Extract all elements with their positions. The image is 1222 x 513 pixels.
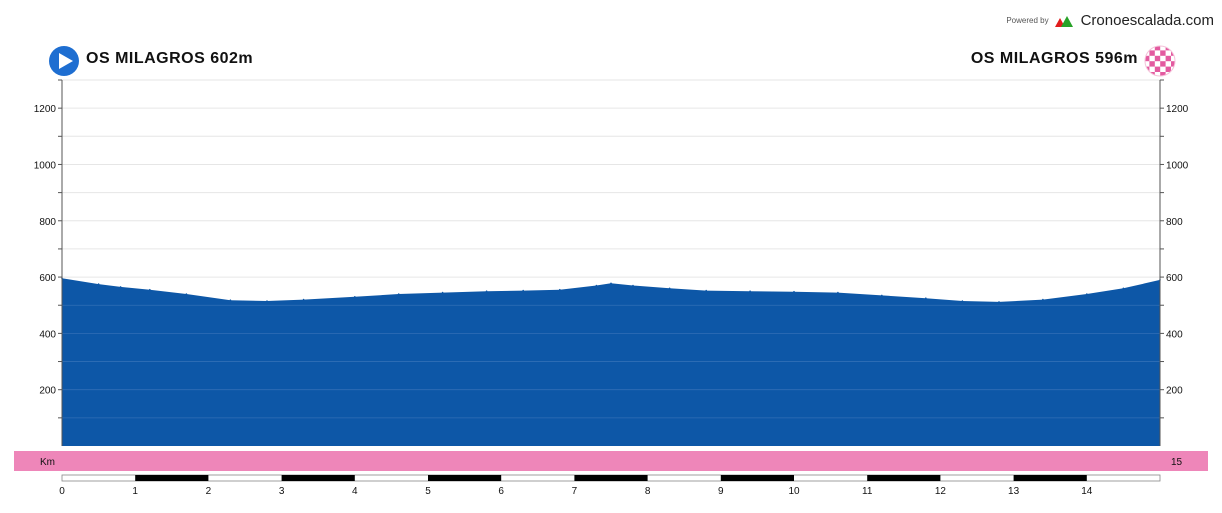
scale-segment: [281, 475, 355, 481]
profile-point: [354, 296, 356, 298]
profile-point: [881, 294, 883, 297]
flag-check: [1145, 55, 1150, 62]
y-tick-label-left: 600: [39, 273, 56, 284]
scale-segment: [428, 475, 502, 481]
profile-point: [595, 284, 598, 287]
start-label: OS MILAGROS 602m: [86, 50, 254, 67]
x-tick-label: 13: [1008, 486, 1020, 497]
km-band: Km 15: [14, 451, 1208, 471]
x-tick-label: 3: [279, 486, 285, 497]
profile-point: [522, 289, 524, 292]
x-tick-label: 12: [935, 486, 947, 497]
y-tick-label-left: 1200: [34, 104, 57, 115]
x-tick-label: 4: [352, 486, 358, 497]
brand-name[interactable]: Cronoescalada.com: [1080, 12, 1214, 29]
profile-point: [485, 290, 488, 293]
total-km-label: 15: [1171, 457, 1183, 468]
finish-checkered-flag-icon: [1144, 45, 1176, 77]
y-tick-label-right: 1200: [1166, 104, 1189, 115]
mountain-logo-icon: [1054, 15, 1073, 27]
start-play-icon: [49, 46, 79, 76]
profile-point: [961, 300, 964, 302]
scale-segment: [867, 475, 941, 481]
x-tick-label: 1: [132, 486, 138, 497]
elevation-area-layer: [61, 277, 1161, 446]
y-tick-label-right: 600: [1166, 273, 1183, 284]
profile-point: [397, 293, 400, 295]
flag-check: [1165, 66, 1171, 72]
x-tick-label: 8: [645, 486, 651, 497]
profile-point: [610, 282, 612, 285]
profile-point: [185, 293, 188, 295]
x-tick-label: 11: [862, 486, 873, 497]
flag-check: [1160, 72, 1166, 76]
y-tick-label-right: 800: [1166, 217, 1183, 228]
x-tick-label: 5: [425, 486, 431, 497]
profile-point: [1086, 293, 1088, 295]
profile-point: [1042, 298, 1044, 301]
y-tick-label-right: 1000: [1166, 160, 1189, 171]
flag-check: [1154, 55, 1161, 62]
powered-by: Powered by Cronoescalada.com: [1006, 12, 1214, 29]
distance-scale: 0 1 2 3 4 5 6 7 8 9 10 11 12 13 14: [59, 474, 1161, 497]
profile-point: [705, 289, 707, 292]
x-tick-label: 2: [206, 486, 212, 497]
y-tick-label-left: 800: [39, 217, 56, 228]
scale-segment: [574, 475, 648, 481]
x-tick-label: 6: [498, 486, 504, 497]
profile-point: [97, 283, 100, 285]
profile-point: [793, 290, 795, 293]
profile-point: [998, 301, 1000, 303]
powered-by-label: Powered by: [1006, 16, 1049, 25]
flag-check: [1171, 61, 1175, 67]
profile-point: [1122, 287, 1125, 290]
flag-check: [1154, 66, 1161, 72]
flag-check: [1149, 50, 1155, 56]
km-band-bar: [14, 451, 1208, 471]
scale-segment: [1013, 475, 1087, 481]
flag-check: [1165, 55, 1171, 62]
profile-point: [925, 297, 927, 300]
chart-axes: 200 200 400 400 600 600 800 800 1000 1000 1200 1200: [34, 79, 1189, 446]
flag-check: [1160, 50, 1166, 56]
y-tick-label-right: 200: [1166, 386, 1183, 397]
finish-label: OS MILAGROS 596m: [970, 50, 1138, 67]
profile-point: [837, 291, 839, 294]
y-tick-label-right: 400: [1166, 329, 1183, 340]
x-tick-label: 14: [1081, 486, 1093, 497]
elevation-area: [62, 278, 1160, 446]
profile-point: [668, 287, 671, 290]
profile-point: [559, 288, 561, 291]
flag-check: [1154, 46, 1161, 51]
flag-check: [1160, 61, 1166, 67]
profile-point: [229, 299, 232, 302]
y-tick-label-left: 200: [39, 386, 56, 397]
km-label: Km: [40, 457, 55, 468]
profile-point: [149, 288, 151, 291]
profile-point: [302, 298, 305, 301]
x-tick-label: 9: [718, 486, 724, 497]
profile-point: [749, 290, 751, 293]
x-tick-label: 7: [572, 486, 578, 497]
flag-check: [1149, 61, 1155, 67]
x-tick-label: 0: [59, 486, 65, 497]
profile-point: [632, 284, 634, 287]
profile-point: [119, 286, 122, 288]
y-tick-label-left: 1000: [34, 160, 57, 171]
profile-point: [441, 291, 444, 294]
scale-segment: [135, 475, 209, 481]
scale-segment: [720, 475, 794, 481]
profile-point: [266, 300, 268, 302]
x-tick-label: 10: [788, 486, 800, 497]
y-tick-label-left: 400: [39, 329, 56, 340]
